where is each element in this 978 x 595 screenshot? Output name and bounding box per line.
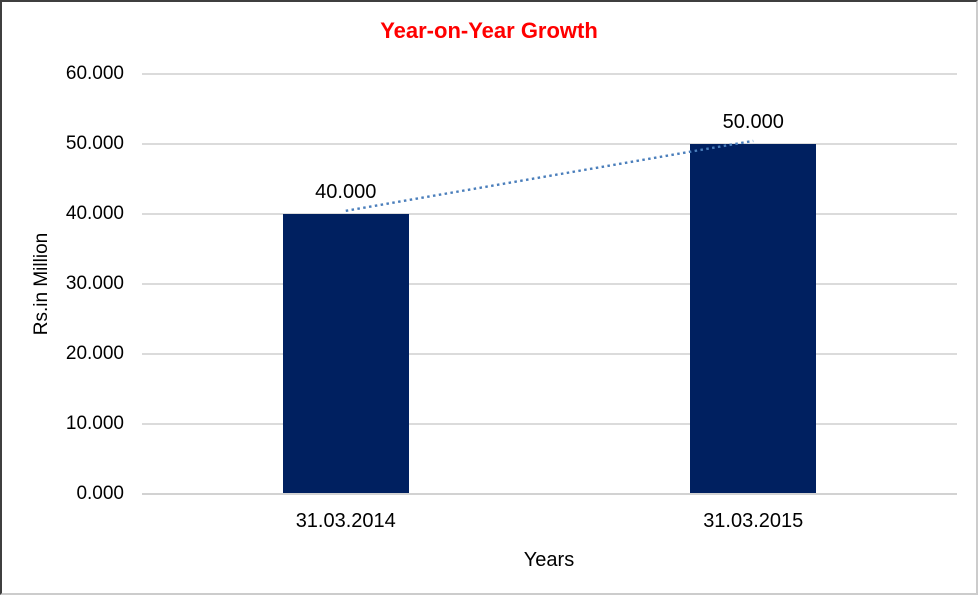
x-axis-title: Years	[523, 549, 575, 571]
bar	[690, 143, 817, 494]
y-tick-label: 0.000	[76, 482, 124, 504]
y-tick-label: 50.000	[65, 132, 124, 154]
gridline	[142, 142, 957, 145]
gridline	[142, 422, 957, 425]
y-tick-label: 10.000	[65, 412, 124, 434]
x-category-label: 31.03.2014	[295, 510, 396, 532]
x-category-label: 31.03.2015	[703, 510, 804, 532]
chart-title: Year-on-Year Growth	[380, 18, 598, 43]
bar-data-label: 40.000	[315, 180, 377, 203]
gridline	[142, 282, 957, 285]
bar-data-label: 50.000	[722, 110, 784, 133]
bar	[282, 213, 409, 494]
x-axis-line	[142, 492, 957, 495]
y-tick-label: 40.000	[65, 202, 124, 224]
gridline	[142, 73, 957, 75]
y-tick-label: 60.000	[65, 63, 124, 84]
y-tick-label: 30.000	[65, 272, 124, 294]
y-tick-label: 20.000	[65, 342, 124, 364]
gridline	[142, 212, 957, 215]
gridline	[142, 352, 957, 355]
